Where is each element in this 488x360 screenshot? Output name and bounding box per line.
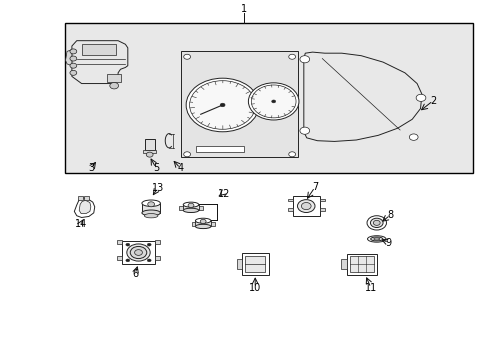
Circle shape [415,94,425,102]
Circle shape [408,134,417,140]
Text: 4: 4 [177,163,183,173]
Ellipse shape [373,238,379,240]
Circle shape [220,103,224,107]
Circle shape [126,244,150,261]
Bar [117,240,122,244]
Circle shape [366,216,386,230]
Circle shape [134,249,142,255]
Circle shape [189,81,255,129]
Polygon shape [79,201,91,213]
Circle shape [110,82,118,89]
Circle shape [288,54,295,59]
Circle shape [186,78,259,132]
Ellipse shape [142,210,160,216]
Bar [245,256,264,272]
Circle shape [146,152,153,157]
Text: 1: 1 [241,4,247,14]
Bar [287,199,292,202]
Text: 6: 6 [132,269,138,279]
Circle shape [70,70,77,75]
Circle shape [370,218,382,228]
Circle shape [70,49,77,54]
Bar [84,196,89,201]
Bar [179,206,183,210]
Circle shape [147,243,151,246]
Ellipse shape [367,236,385,242]
Bar [196,146,244,152]
Circle shape [183,54,190,59]
Circle shape [147,202,154,207]
Text: 2: 2 [429,96,435,106]
Circle shape [299,56,309,63]
Bar [142,150,156,153]
Circle shape [248,83,298,120]
Bar [183,204,199,210]
Polygon shape [65,50,72,66]
Bar [292,196,319,216]
Text: 11: 11 [364,283,376,293]
Circle shape [251,85,295,118]
Circle shape [372,220,379,225]
Bar [144,139,154,150]
Ellipse shape [195,224,210,229]
Circle shape [125,243,129,246]
Text: 12: 12 [218,189,230,199]
Bar [122,241,155,264]
Circle shape [297,200,314,212]
Bar [210,222,214,226]
Polygon shape [303,52,421,141]
Text: 5: 5 [153,163,159,173]
Circle shape [188,203,194,207]
Text: 10: 10 [248,283,261,293]
Ellipse shape [183,202,199,207]
Bar [64,23,472,173]
Ellipse shape [370,237,382,241]
Circle shape [301,203,310,210]
Ellipse shape [195,218,210,223]
Bar [319,208,324,211]
Circle shape [125,259,129,262]
Bar [78,196,83,201]
Text: 13: 13 [151,183,164,193]
Circle shape [200,219,205,224]
Circle shape [147,259,151,262]
Text: 14: 14 [74,219,86,229]
Text: 9: 9 [385,238,391,248]
Bar [287,208,292,211]
Ellipse shape [142,200,160,206]
Bar [181,51,297,157]
Text: 3: 3 [88,163,94,173]
Bar [155,256,160,260]
Bar [155,240,160,244]
Bar [117,256,122,260]
Circle shape [271,100,275,103]
Bar [236,258,242,269]
Bar [195,221,210,226]
Polygon shape [72,41,127,84]
Bar [107,74,121,82]
Ellipse shape [183,208,199,212]
Circle shape [70,56,77,61]
Circle shape [130,247,146,258]
Polygon shape [74,198,95,217]
Ellipse shape [144,213,158,218]
Bar [191,222,195,226]
Text: 8: 8 [386,210,393,220]
Circle shape [183,152,190,157]
Bar [142,203,160,213]
Circle shape [288,152,295,157]
Bar [242,253,268,275]
Bar [346,254,376,275]
Circle shape [70,63,77,68]
Text: 7: 7 [311,182,318,192]
Circle shape [299,127,309,134]
Bar [81,44,116,55]
Bar [340,258,346,269]
Bar [349,256,373,272]
Bar [319,199,324,202]
Bar [199,206,202,210]
